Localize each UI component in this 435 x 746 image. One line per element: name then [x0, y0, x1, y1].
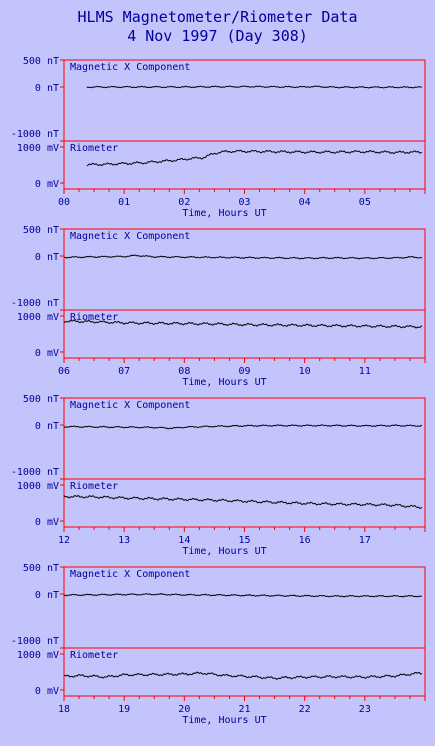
panel-2: 500 nT 0 nT -1000 nT 1000 mV 0 mV Magnetic X … — [11, 225, 426, 388]
rio-ytick-label: 0 mV — [35, 179, 59, 190]
x-tick-label: 04 — [299, 197, 311, 208]
mag-ytick-label: 0 nT — [35, 252, 59, 263]
mag-ytick-label: -1000 nT — [11, 467, 59, 478]
x-tick-label: 09 — [238, 366, 250, 377]
x-tick-label: 20 — [178, 704, 190, 715]
x-tick-label: 16 — [299, 535, 311, 546]
x-tick-label: 06 — [58, 366, 70, 377]
riometer-series-line — [86, 149, 423, 167]
x-tick-label: 19 — [118, 704, 130, 715]
x-axis-label: Time, Hours UT — [182, 715, 266, 726]
riometer-series-line — [63, 671, 423, 680]
mag-ytick-label: 500 nT — [23, 225, 59, 236]
x-tick-label: 03 — [238, 197, 250, 208]
mag-ytick-label: -1000 nT — [11, 129, 59, 140]
mag-ytick-label: 500 nT — [23, 394, 59, 405]
x-axis-label: Time, Hours UT — [182, 377, 266, 388]
x-tick-label: 12 — [58, 535, 70, 546]
x-tick-label: 18 — [58, 704, 70, 715]
magnetic-series-line — [63, 424, 423, 430]
magnetic-panel-label: Magnetic X Component — [70, 231, 190, 242]
rio-ytick-label: 0 mV — [35, 517, 59, 528]
x-tick-label: 23 — [359, 704, 371, 715]
mag-ytick-label: 500 nT — [23, 563, 59, 574]
mag-ytick-label: -1000 nT — [11, 298, 59, 309]
magnetic-panel-label: Magnetic X Component — [70, 569, 190, 580]
magnetic-series-line — [86, 85, 423, 89]
x-tick-label: 00 — [58, 197, 70, 208]
chart-title-line2: 4 Nov 1997 (Day 308) — [127, 27, 308, 45]
panel-1: 500 nT 0 nT -1000 nT 1000 mV 0 mV Magnetic X … — [11, 56, 426, 219]
mag-ytick-label: 0 nT — [35, 83, 59, 94]
x-tick-label: 08 — [178, 366, 190, 377]
x-axis-label: Time, Hours UT — [182, 546, 266, 557]
panels-group: 500 nT 0 nT -1000 nT 1000 mV 0 mV Magnetic X … — [11, 56, 426, 726]
x-tick-label: 17 — [359, 535, 371, 546]
mag-ytick-label: 0 nT — [35, 590, 59, 601]
chart-title-line1: HLMS Magnetometer/Riometer Data — [78, 8, 358, 26]
x-tick-label: 02 — [178, 197, 190, 208]
rio-ytick-label: 0 mV — [35, 686, 59, 697]
rio-ytick-label: 1000 mV — [17, 143, 59, 154]
rio-ytick-label: 0 mV — [35, 348, 59, 359]
x-tick-label: 01 — [118, 197, 130, 208]
riometer-panel-label: Riometer — [70, 650, 118, 661]
magnetic-panel-label: Magnetic X Component — [70, 62, 190, 73]
magnetic-panel-label: Magnetic X Component — [70, 400, 190, 411]
rio-ytick-label: 1000 mV — [17, 312, 59, 323]
riometer-series-line — [63, 495, 423, 509]
mag-ytick-label: 0 nT — [35, 421, 59, 432]
x-tick-label: 11 — [359, 366, 371, 377]
rio-ytick-label: 1000 mV — [17, 481, 59, 492]
riometer-series-line — [63, 319, 423, 329]
x-tick-label: 22 — [299, 704, 311, 715]
magnetic-series-line — [63, 254, 422, 260]
x-tick-label: 10 — [299, 366, 311, 377]
riometer-panel-label: Riometer — [70, 143, 118, 154]
riometer-panel-label: Riometer — [70, 481, 118, 492]
panel-4: 500 nT 0 nT -1000 nT 1000 mV 0 mV Magnetic X … — [11, 563, 426, 726]
mag-ytick-label: 500 nT — [23, 56, 59, 67]
x-tick-label: 07 — [118, 366, 130, 377]
x-tick-label: 14 — [178, 535, 190, 546]
x-axis-label: Time, Hours UT — [182, 208, 266, 219]
x-tick-label: 13 — [118, 535, 130, 546]
magnetic-series-line — [63, 593, 423, 598]
x-tick-label: 15 — [238, 535, 250, 546]
riometer-panel-label: Riometer — [70, 312, 118, 323]
rio-ytick-label: 1000 mV — [17, 650, 59, 661]
panel-3: 500 nT 0 nT -1000 nT 1000 mV 0 mV Magnetic X … — [11, 394, 426, 557]
x-tick-label: 21 — [238, 704, 250, 715]
mag-ytick-label: -1000 nT — [11, 636, 59, 647]
x-tick-label: 05 — [359, 197, 371, 208]
